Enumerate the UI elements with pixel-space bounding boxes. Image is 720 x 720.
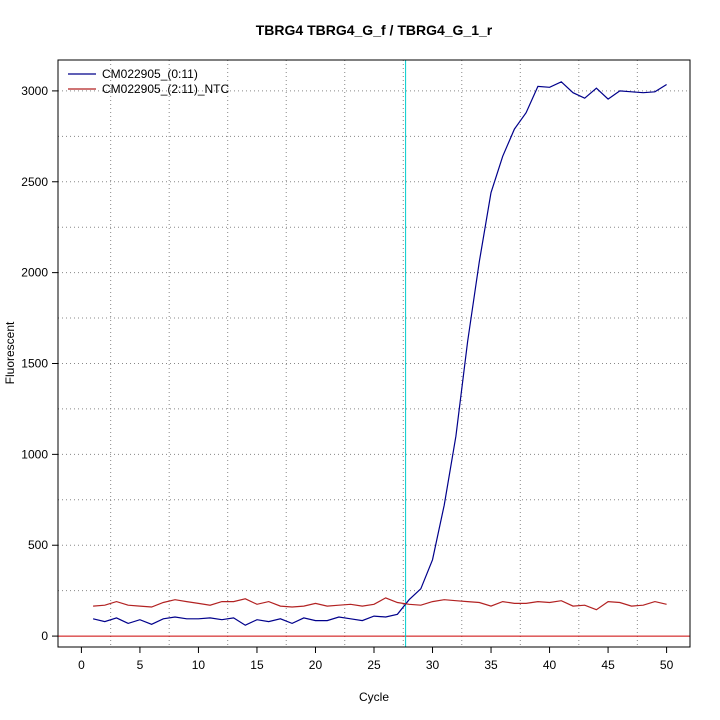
chart-title: TBRG4 TBRG4_G_f / TBRG4_G_1_r [256, 22, 493, 38]
x-tick-label: 30 [426, 658, 440, 672]
x-tick-label: 5 [137, 658, 144, 672]
x-tick-label: 50 [660, 658, 674, 672]
series-layer [92, 81, 667, 626]
x-tick-label: 25 [367, 658, 381, 672]
legend-label-1: CM022905_(0:11) [102, 67, 198, 81]
x-tick-label: 0 [78, 658, 85, 672]
x-tick-label: 40 [543, 658, 557, 672]
legend-label-2: CM022905_(2:11)_NTC [102, 82, 230, 96]
y-tick-label: 1000 [21, 447, 48, 461]
y-axis: 0 500 1000 1500 2000 2500 3000 [21, 84, 58, 643]
x-tick-label: 10 [192, 658, 206, 672]
x-tick-label: 45 [601, 658, 615, 672]
series-line-1 [92, 81, 667, 626]
y-tick-label: 2500 [21, 175, 48, 189]
series-line-2 [93, 597, 667, 611]
legend: CM022905_(0:11)CM022905_(2:11)_NTC [68, 67, 230, 96]
y-tick-label: 500 [28, 538, 48, 552]
y-tick-label: 3000 [21, 84, 48, 98]
x-tick-label: 20 [309, 658, 323, 672]
y-tick-label: 2000 [21, 266, 48, 280]
y-tick-label: 1500 [21, 356, 48, 370]
x-axis-label: Cycle [359, 690, 389, 704]
y-axis-label: Fluorescent [3, 321, 17, 384]
grid [58, 60, 690, 647]
x-axis: 0 5 10 15 20 25 30 35 40 45 50 [78, 647, 674, 672]
x-tick-label: 15 [250, 658, 264, 672]
x-tick-label: 35 [484, 658, 498, 672]
threshold-layer [58, 60, 690, 647]
y-tick-label: 0 [41, 629, 48, 643]
